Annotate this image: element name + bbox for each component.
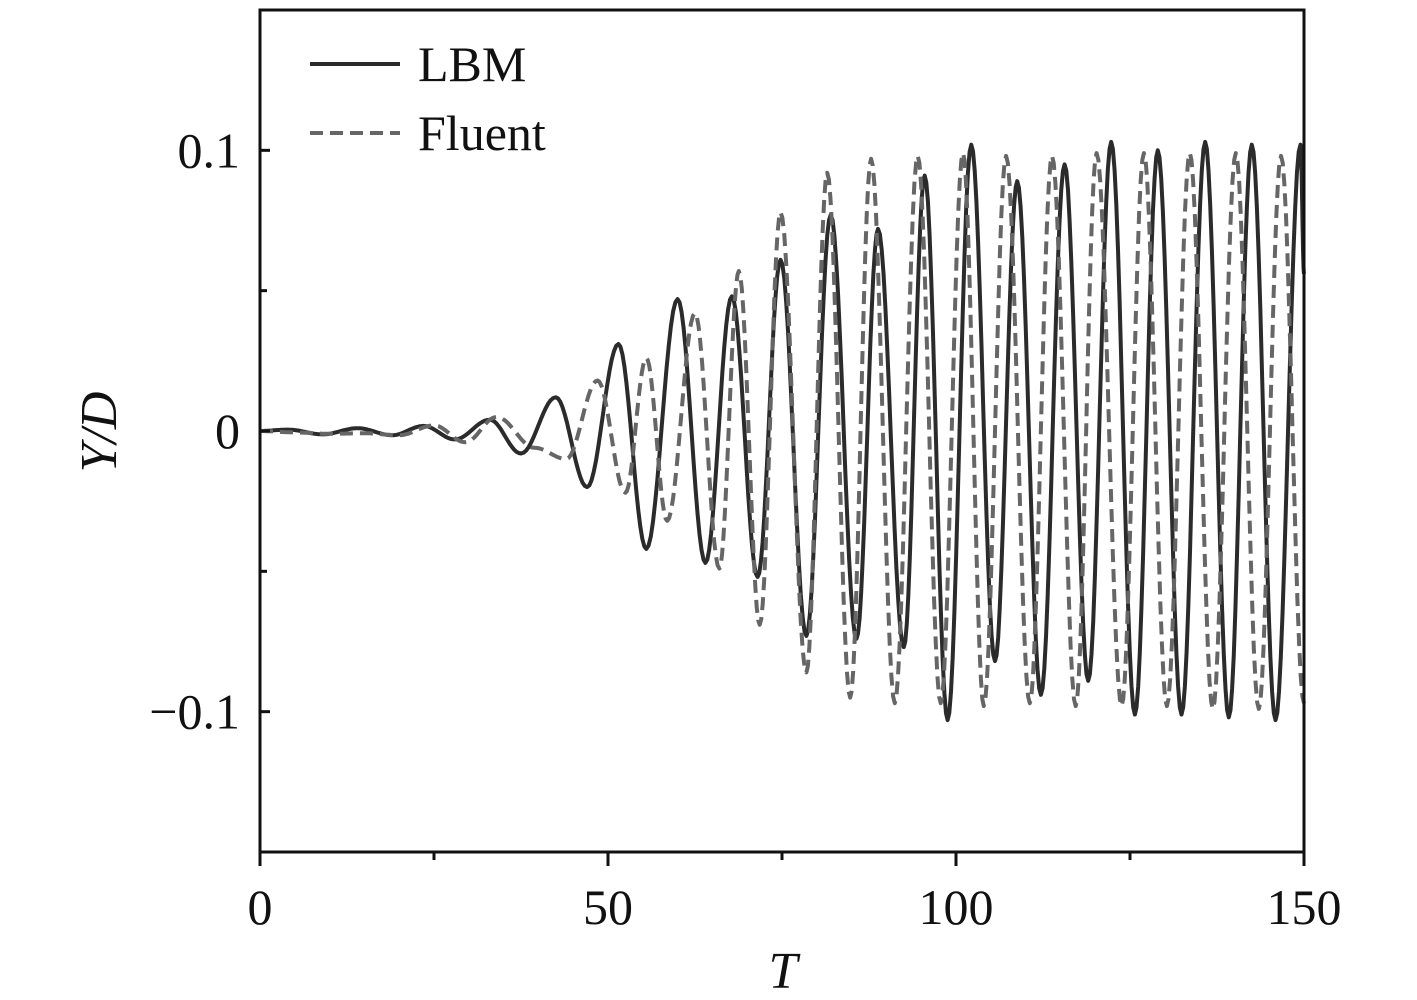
x-tick-label: 150 xyxy=(1267,879,1342,935)
series-line-fluent xyxy=(260,151,1306,711)
legend-label-fluent: Fluent xyxy=(418,105,546,161)
y-tick-label: 0.1 xyxy=(178,122,241,178)
x-tick-label: 0 xyxy=(248,879,273,935)
axis-ticks xyxy=(258,148,1306,866)
axis-tick-labels: 0 50 100 150 −0.1 0 0.1 xyxy=(149,122,1341,935)
plot-series-layer xyxy=(260,139,1306,723)
y-axis-title: Y/D xyxy=(71,392,128,473)
y-tick-label: 0 xyxy=(215,403,240,459)
x-axis-title: T xyxy=(769,943,801,1000)
x-tick-label: 50 xyxy=(583,879,633,935)
y-tick-label: −0.1 xyxy=(149,684,240,740)
legend-label-lbm: LBM xyxy=(418,36,526,92)
x-tick-label: 100 xyxy=(919,879,994,935)
legend: LBM Fluent xyxy=(310,36,546,161)
